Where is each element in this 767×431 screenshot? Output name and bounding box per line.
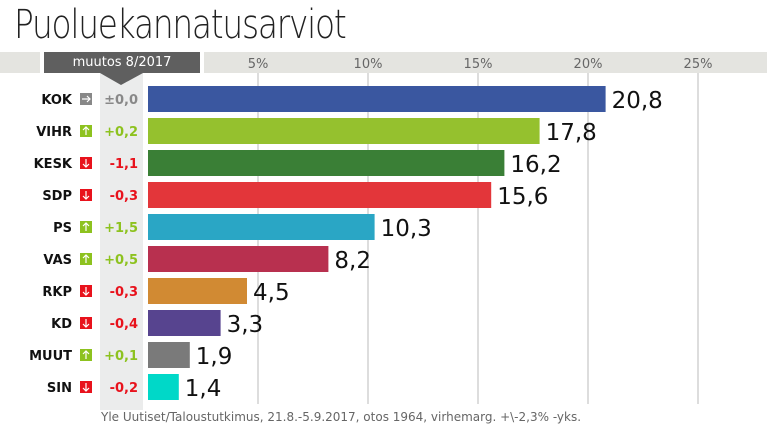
arrow-up-icon-glyph xyxy=(82,222,90,231)
value-label: 17,8 xyxy=(546,120,597,146)
change-header-pointer xyxy=(100,73,143,85)
category-label: SIN xyxy=(47,381,72,396)
bar-ps xyxy=(148,214,375,240)
arrow-down-icon-glyph xyxy=(82,159,90,168)
arrow-down-icon-glyph xyxy=(82,191,90,200)
arrow-down-icon-glyph xyxy=(82,383,90,392)
x-tick-label: 25% xyxy=(684,57,713,72)
change-value: -0,3 xyxy=(110,285,138,300)
x-tick-label: 5% xyxy=(248,57,269,72)
change-value: -0,2 xyxy=(110,381,138,396)
value-label: 15,6 xyxy=(497,184,548,210)
category-label: PS xyxy=(53,221,72,236)
source-note: Yle Uutiset/Taloustutkimus, 21.8.-5.9.20… xyxy=(101,410,582,424)
change-value: -0,4 xyxy=(110,317,138,332)
change-value: +0,1 xyxy=(104,349,138,364)
arrow-right-icon-glyph xyxy=(82,95,91,103)
arrow-up-icon-glyph xyxy=(82,350,90,359)
change-value: +0,5 xyxy=(104,253,138,268)
header-divider xyxy=(40,52,44,73)
bar-sdp xyxy=(148,182,492,208)
category-label: KD xyxy=(51,317,72,332)
arrow-up-icon-glyph xyxy=(82,254,90,263)
chart-title: Puoluekannatusarviot xyxy=(14,2,347,48)
change-value: -1,1 xyxy=(110,157,138,172)
x-tick-label: 10% xyxy=(354,57,383,72)
change-header: muutos 8/2017 xyxy=(44,52,200,73)
bar-kd xyxy=(148,310,221,336)
value-label: 1,9 xyxy=(196,344,233,370)
bar-vas xyxy=(148,246,329,272)
value-label: 4,5 xyxy=(253,280,290,306)
arrow-down-icon-glyph xyxy=(82,319,90,328)
change-column xyxy=(100,73,143,410)
x-tick-label: 15% xyxy=(464,57,493,72)
category-label: KESK xyxy=(34,157,73,172)
value-label: 20,8 xyxy=(612,88,663,114)
change-value: +1,5 xyxy=(104,221,138,236)
value-label: 10,3 xyxy=(381,216,432,242)
category-label: VIHR xyxy=(36,125,72,140)
category-label: VAS xyxy=(43,253,72,268)
bar-kesk xyxy=(148,150,505,176)
bar-rkp xyxy=(148,278,247,304)
category-label: MUUT xyxy=(29,349,72,364)
bar-vihr xyxy=(148,118,540,144)
change-value: -0,3 xyxy=(110,189,138,204)
arrow-up-icon-glyph xyxy=(82,126,90,135)
arrow-down-icon-glyph xyxy=(82,287,90,296)
bar-kok xyxy=(148,86,606,112)
change-value: +0,2 xyxy=(104,125,138,140)
value-label: 1,4 xyxy=(185,376,222,402)
value-label: 16,2 xyxy=(510,152,561,178)
x-tick-label: 20% xyxy=(574,57,603,72)
bar-muut xyxy=(148,342,190,368)
value-label: 3,3 xyxy=(227,312,264,338)
bar-sin xyxy=(148,374,179,400)
value-label: 8,2 xyxy=(334,248,371,274)
header-divider xyxy=(200,52,204,73)
change-value: ±0,0 xyxy=(104,93,138,108)
category-label: SDP xyxy=(42,189,72,204)
category-label: KOK xyxy=(41,93,73,108)
category-label: RKP xyxy=(42,285,72,300)
